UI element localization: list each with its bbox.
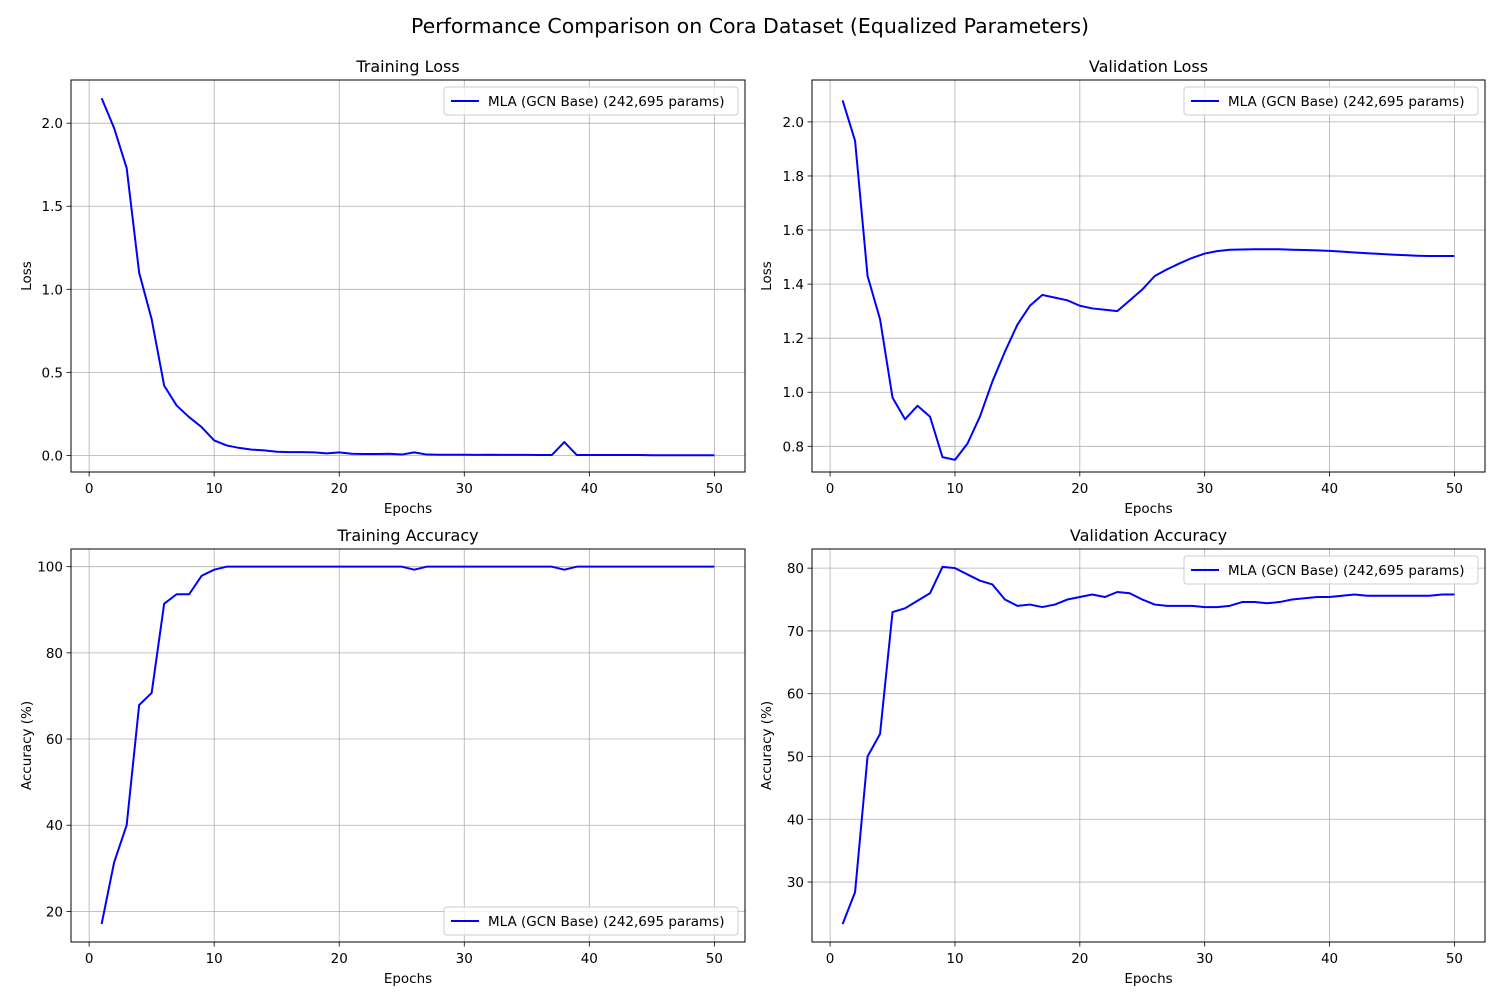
panel-1-x-tick-label: 0 <box>85 481 94 497</box>
panel-1-axes-frame <box>70 79 746 473</box>
panel-4-axes-frame <box>811 548 1486 943</box>
panel-3-x-tick-label: 20 <box>331 951 348 967</box>
panel-1-x-tick-label: 30 <box>456 481 473 497</box>
panel-4-x-tick-label: 0 <box>826 951 835 967</box>
panel-2-axes-frame <box>811 79 1486 473</box>
panel-1-y-axis-label: Loss <box>19 261 35 291</box>
panel-2-legend-box <box>1183 86 1479 116</box>
panel-1-legend-box <box>443 86 739 116</box>
panel-2-y-tick-label: 1.8 <box>783 169 804 185</box>
panel-4-series-line-1 <box>841 565 1455 925</box>
panel-4-legend-label: MLA (GCN Base) (242,695 params) <box>1228 563 1464 579</box>
panel-3-y-tick-label: 80 <box>46 646 63 662</box>
panel-4-x-tick-label: 40 <box>1321 951 1338 967</box>
panel-2-x-tick-label: 20 <box>1071 481 1088 497</box>
panel-4-y-tick-label: 80 <box>787 561 804 577</box>
panel-1-x-axis-label: Epochs <box>384 501 432 517</box>
panel-2-x-axis-label: Epochs <box>1124 501 1172 517</box>
panel-3-x-tick-label: 0 <box>85 951 94 967</box>
panel-2: 0 10 20 30 40 50 0.8 1.0 1.2 1.4 1.6 1.8 2.0 Validati… <box>759 57 1486 517</box>
panel-3-y-axis-label: Accuracy (%) <box>19 701 35 790</box>
panel-4-x-tick-label: 10 <box>946 951 963 967</box>
panel-2-y-tick-label: 1.6 <box>783 223 804 239</box>
panel-2-title: Validation Loss <box>1089 57 1208 76</box>
panel-2-x-tick-label: 0 <box>826 481 835 497</box>
panel-2-legend-label: MLA (GCN Base) (242,695 params) <box>1228 94 1464 110</box>
panel-2-x-tick-label: 40 <box>1321 481 1338 497</box>
panel-1-y-tick-label: 0.5 <box>42 365 63 381</box>
panel-2-series-line-1 <box>841 99 1455 461</box>
panel-2-y-tick-label: 0.8 <box>783 439 804 455</box>
panel-3-y-tick-label: 60 <box>46 732 63 748</box>
panel-3-x-tick-label: 40 <box>581 951 598 967</box>
panel-3-y-tick-label: 40 <box>46 818 63 834</box>
panel-3-title: Training Accuracy <box>336 526 478 545</box>
panel-1-x-tick-label: 10 <box>206 481 223 497</box>
panel-4-x-tick-label: 50 <box>1446 951 1463 967</box>
panel-4-title: Validation Accuracy <box>1070 526 1227 545</box>
panel-4-legend: MLA (GCN Base) (242,695 params) <box>1183 555 1479 585</box>
panel-1-x-tick-label: 50 <box>706 481 723 497</box>
panel-1-y-tick-label: 1.5 <box>42 199 63 215</box>
panel-2-x-tick-label: 30 <box>1196 481 1213 497</box>
figure-title: Performance Comparison on Cora Dataset (… <box>410 14 1090 38</box>
panel-4: 0 10 20 30 40 50 30 40 50 60 70 80 Validation Accura… <box>759 526 1486 987</box>
panel-2-y-tick-label: 1.2 <box>783 331 804 347</box>
panel-3-x-axis-label: Epochs <box>384 971 432 987</box>
panel-1-legend: MLA (GCN Base) (242,695 params) <box>443 86 739 116</box>
panel-4-y-tick-label: 30 <box>787 875 804 891</box>
panel-3-legend: MLA (GCN Base) (242,695 params) <box>443 906 739 936</box>
panel-4-y-axis-label: Accuracy (%) <box>759 701 775 790</box>
panel-3-axes-frame <box>70 548 746 943</box>
panel-1-series-line-1 <box>100 97 715 457</box>
panel-4-y-tick-label: 50 <box>787 749 804 765</box>
panel-4-x-tick-label: 30 <box>1196 951 1213 967</box>
panel-4-y-tick-label: 40 <box>787 812 804 828</box>
panel-2-x-tick-label: 10 <box>946 481 963 497</box>
panel-3: 0 10 20 30 40 50 20 40 60 80 100 Training Accuracy E… <box>19 526 746 987</box>
panel-3-x-tick-label: 10 <box>206 951 223 967</box>
panel-2-legend: MLA (GCN Base) (242,695 params) <box>1183 86 1479 116</box>
panel-1-title: Training Loss <box>355 57 459 76</box>
panel-3-x-tick-label: 50 <box>706 951 723 967</box>
panel-4-x-axis-label: Epochs <box>1124 971 1172 987</box>
panel-4-y-tick-label: 60 <box>787 687 804 703</box>
panel-1-y-tick-label: 2.0 <box>42 116 63 132</box>
panel-1: 0 10 20 30 40 50 0.0 0.5 1.0 1.5 2.0 Training Loss E… <box>19 57 746 517</box>
panel-3-y-tick-label: 20 <box>46 904 63 920</box>
panel-3-legend-label: MLA (GCN Base) (242,695 params) <box>488 914 724 930</box>
panel-1-x-tick-label: 40 <box>581 481 598 497</box>
panel-4-legend-box <box>1183 555 1479 585</box>
panel-1-legend-label: MLA (GCN Base) (242,695 params) <box>488 94 724 110</box>
panel-2-y-tick-label: 1.0 <box>783 385 804 401</box>
panel-3-series-line-1 <box>100 565 715 925</box>
panel-2-y-axis-label: Loss <box>759 261 775 291</box>
panel-1-x-tick-label: 20 <box>331 481 348 497</box>
panel-1-y-tick-label: 1.0 <box>42 282 63 298</box>
panel-2-y-tick-label: 1.4 <box>783 277 804 293</box>
panel-4-y-tick-label: 70 <box>787 624 804 640</box>
panel-2-x-tick-label: 50 <box>1446 481 1463 497</box>
panel-3-x-tick-label: 30 <box>456 951 473 967</box>
panel-2-y-tick-label: 2.0 <box>783 115 804 131</box>
panel-3-legend-box <box>443 906 739 936</box>
panel-4-x-tick-label: 20 <box>1071 951 1088 967</box>
panel-3-y-tick-label: 100 <box>37 560 63 576</box>
panel-1-y-tick-label: 0.0 <box>42 448 63 464</box>
